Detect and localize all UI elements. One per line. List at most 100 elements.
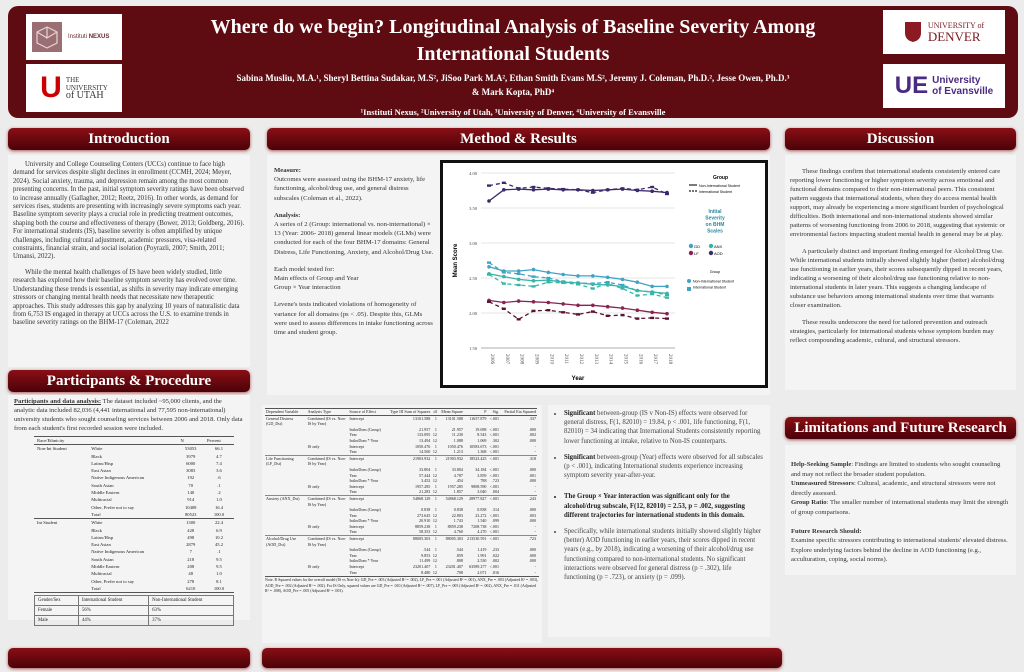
stats-cell: 2.071: [477, 569, 487, 575]
analysis-type-cell: Combined (IS vs. Non-IS by Year): [306, 535, 349, 548]
stats-cell: 54868.129: [437, 494, 464, 508]
stats-cell: 88005.303: [437, 535, 464, 548]
authors-line-2: & Mark Kopta, PhD⁴: [471, 87, 555, 97]
data-point: [650, 284, 654, 289]
stats-cell: Intercept: [348, 454, 386, 467]
x-tick-label: 2010: [548, 354, 553, 365]
stats-cell: <.001: [489, 529, 500, 535]
data-point: [546, 309, 551, 312]
legend-scale-title-line: Severity: [705, 216, 725, 222]
analysis-text: A series of 2 (Group: international vs. …: [274, 221, 434, 256]
stats-cell: 12: [432, 432, 437, 438]
stats-cell: 3.859: [477, 472, 487, 478]
group-cell: [34, 527, 88, 534]
data-point: [665, 317, 669, 320]
ethnicity-cell: 1.0: [216, 571, 222, 577]
stats-cell: IntlorDom * Year: [349, 518, 379, 524]
stats-cell: 1: [434, 564, 437, 570]
stats-cell: 14.560: [419, 449, 431, 455]
legend-group2-label: Non-International Student: [693, 280, 734, 284]
stats-cell: .859: [455, 552, 463, 558]
stats-cell: 4.760: [453, 529, 463, 535]
stats-cell: 12: [432, 518, 437, 524]
limitation-1-heading: Help-Seeking Sample: [791, 461, 852, 468]
group-cell: Non-Int Student: [37, 446, 67, 452]
instituti-nexus-logo: Instituti NEXUS: [26, 14, 122, 60]
group-cell: [34, 460, 88, 467]
ethnicity-cell: White: [91, 446, 103, 452]
stats-cell: 12: [432, 552, 437, 558]
ethnicity-cell: 70: [188, 482, 193, 488]
stats-cell: 1.991: [477, 552, 487, 558]
stats-cell: 12: [432, 472, 437, 478]
method-results-heading: Method & Results: [267, 128, 770, 150]
ethnicity-row: Middle Eastern 208 9.5: [34, 563, 234, 570]
stats-row: IntlorDom (Group) 33.804 1 33.804 34.184 <.00…: [265, 467, 537, 473]
x-tick-label: 2012: [578, 354, 583, 365]
ethnicity-cell: 2879: [186, 542, 196, 548]
stats-row: Year 58.353 12 4.760 4.270 <.001 -: [265, 529, 537, 535]
data-point: [620, 306, 625, 310]
ethnicity-cell: 428: [187, 527, 195, 533]
introduction-heading: Introduction: [8, 128, 250, 150]
stats-cell: IntlorDom (Group): [349, 426, 381, 432]
x-tick-label: 2013: [593, 354, 598, 365]
stats-header-cell: F: [463, 408, 488, 416]
y-tick-label: 1.50: [469, 346, 478, 351]
data-point: [590, 191, 595, 194]
stats-cell: 788: [480, 478, 487, 484]
stats-cell: <.001: [489, 449, 500, 455]
ethnicity-cell: 16.4: [214, 504, 223, 510]
stats-cell: .000: [528, 478, 536, 484]
stats-panel: Dependent Variable Analysis Type Source of…: [262, 405, 542, 643]
legend-group-label: Non-International Student: [699, 184, 740, 188]
ethnicity-cell: 3979: [186, 453, 196, 459]
ethnicity-cell: .6: [217, 475, 221, 481]
stats-cell: 12: [432, 529, 437, 535]
stats-cell: 11657.879: [463, 414, 488, 427]
stats-cell: 21.283: [419, 489, 431, 495]
stats-cell: 1050.476: [414, 443, 431, 449]
legend-group2-swatch: [687, 279, 691, 283]
stats-cell: 8.480: [421, 569, 431, 575]
stats-cell: IntlorDom (Group): [349, 507, 381, 513]
stats-cell: .000: [528, 437, 536, 443]
ethnicity-row: Total 80523 100.0: [34, 510, 234, 520]
stats-cell: .000: [528, 552, 536, 558]
result-2-text: between-group (Year) effects were observ…: [564, 453, 763, 480]
stats-row: IntlorDom (Group) .544 1.544 1.419.233.000: [265, 547, 537, 553]
limitation-3-heading: Group Ratio: [791, 499, 827, 507]
legend-scale-swatch: [708, 250, 714, 256]
measure-text: Outcomes were assessed using the BHM-17 …: [274, 176, 426, 202]
y-tick-label: 2.00: [469, 311, 478, 316]
ethnicity-row: Middle Eastern 140 .2: [34, 489, 234, 496]
data-point: [665, 311, 669, 316]
stats-row: IS only Intercept 1957.285 1 1957.285 9808.59…: [265, 484, 537, 490]
data-point: [487, 300, 491, 303]
stats-cell: 11.230: [451, 432, 463, 438]
participants-heading: Participants & Procedure: [8, 370, 250, 392]
analysis-type-cell: Combined (IS vs. Non-IS by Year): [306, 414, 349, 427]
nexus-cube-icon: [32, 22, 62, 52]
stats-cell: 273.645: [416, 512, 431, 518]
stats-cell: Intercept: [349, 443, 364, 449]
stats-cell: 1: [434, 507, 437, 513]
ethnicity-row: Native Indigenous American 192 .6: [34, 474, 234, 481]
stats-header-cell: df: [431, 408, 438, 416]
ethnicity-cell: 6.9: [216, 527, 222, 533]
legend-scale-label: GD: [694, 244, 700, 249]
stats-cell: 23.272: [475, 512, 487, 518]
limitation-2-text: : Cultural, academic, and structural str…: [791, 480, 996, 497]
stats-cell: -: [534, 449, 536, 455]
stats-cell: 1: [434, 426, 437, 432]
data-point: [561, 187, 566, 191]
stats-cell: 1.857: [453, 489, 463, 495]
stats-cell: <.001: [489, 483, 500, 489]
data-point: [650, 189, 654, 193]
ethnicity-cell: 10.2: [214, 534, 223, 540]
stats-cell: -: [534, 483, 536, 489]
data-point: [487, 199, 491, 203]
ethnicity-cell: 9.5: [216, 556, 222, 562]
group-cell: [34, 584, 89, 594]
stats-cell: 1050.476: [447, 443, 463, 449]
